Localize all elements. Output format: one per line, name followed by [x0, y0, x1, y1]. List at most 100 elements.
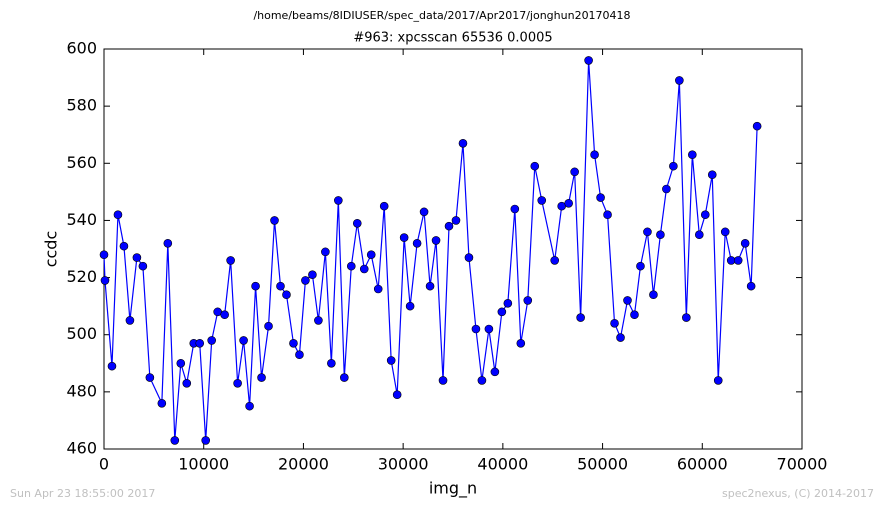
timestamp: Sun Apr 23 18:55:00 2017	[10, 487, 155, 500]
point	[201, 436, 211, 445]
point	[233, 378, 242, 388]
point	[340, 373, 349, 382]
plot-frame	[103, 48, 803, 450]
point	[239, 336, 248, 345]
point	[707, 170, 717, 180]
point	[99, 250, 109, 260]
series-line	[103, 60, 758, 441]
point	[386, 356, 396, 365]
point	[649, 290, 658, 300]
point	[694, 230, 704, 240]
point	[720, 227, 730, 237]
point	[264, 321, 273, 331]
point	[570, 167, 579, 177]
point	[688, 150, 697, 160]
point	[510, 204, 520, 214]
y-tick-label: 600	[66, 39, 97, 58]
point	[289, 338, 298, 348]
point	[352, 218, 362, 228]
point	[713, 376, 723, 385]
x-tick-label: 10000	[178, 455, 229, 474]
point	[669, 161, 678, 171]
y-axis-label: ccdc	[42, 231, 61, 268]
point	[182, 378, 192, 388]
y-tick-label: 500	[66, 324, 97, 343]
point	[226, 256, 235, 265]
x-tick-label: 0	[99, 455, 109, 474]
point	[682, 313, 691, 322]
point	[314, 316, 323, 325]
point	[490, 367, 500, 377]
suptitle: /home/beams/8IDIUSER/spec_data/2017/Apr2…	[253, 9, 630, 22]
point	[610, 318, 619, 328]
x-tick-label: 40000	[477, 455, 528, 474]
point	[170, 436, 180, 445]
point	[176, 358, 186, 368]
point	[425, 281, 435, 291]
point	[399, 233, 409, 242]
point	[530, 161, 540, 171]
point	[220, 310, 229, 320]
point	[623, 296, 632, 305]
point	[656, 230, 665, 240]
point	[346, 261, 356, 271]
point	[132, 253, 142, 262]
y-tick-label: 540	[66, 210, 97, 229]
y-tick-label: 560	[66, 153, 97, 172]
x-tick-label: 60000	[677, 455, 728, 474]
y-tick-label: 460	[66, 439, 97, 458]
point	[733, 256, 743, 265]
point	[282, 290, 291, 300]
point	[596, 193, 605, 202]
point	[257, 373, 266, 382]
x-tick-label: 20000	[278, 455, 329, 474]
y-tick-label: 580	[66, 96, 97, 115]
point	[516, 338, 526, 348]
point	[100, 276, 110, 285]
point	[366, 250, 376, 260]
point	[662, 184, 671, 194]
point	[245, 401, 254, 411]
point	[471, 324, 481, 334]
point	[584, 56, 593, 65]
point	[438, 376, 448, 385]
point	[603, 210, 612, 220]
point	[373, 284, 383, 294]
point	[636, 261, 645, 271]
point	[550, 256, 560, 265]
point	[643, 227, 652, 237]
credit: spec2nexus, (C) 2014-2017	[722, 487, 874, 500]
point	[700, 210, 710, 220]
point	[138, 261, 148, 271]
point	[359, 264, 369, 274]
point	[195, 338, 205, 348]
point	[163, 238, 173, 248]
point	[616, 333, 625, 342]
point	[119, 241, 129, 251]
point	[270, 216, 279, 225]
point	[444, 221, 454, 231]
point	[405, 301, 415, 311]
y-tick-label: 520	[66, 267, 97, 286]
y-tick-label: 480	[66, 381, 97, 400]
point	[477, 376, 487, 385]
x-tick-label: 30000	[378, 455, 429, 474]
point	[746, 281, 756, 291]
point	[113, 210, 123, 220]
point	[419, 207, 429, 217]
chart-title: #963: xpcsscan 65536 0.0005	[353, 31, 552, 46]
point	[107, 361, 117, 371]
point	[675, 76, 684, 85]
point	[327, 358, 336, 368]
x-axis-label: img_n	[429, 479, 477, 499]
point	[251, 281, 260, 291]
x-tick-label: 50000	[577, 455, 628, 474]
x-tick-label: 70000	[777, 455, 828, 474]
point	[752, 121, 762, 131]
point	[576, 313, 585, 322]
point	[503, 298, 513, 308]
point	[564, 198, 573, 208]
point	[740, 238, 750, 248]
point	[590, 150, 599, 160]
